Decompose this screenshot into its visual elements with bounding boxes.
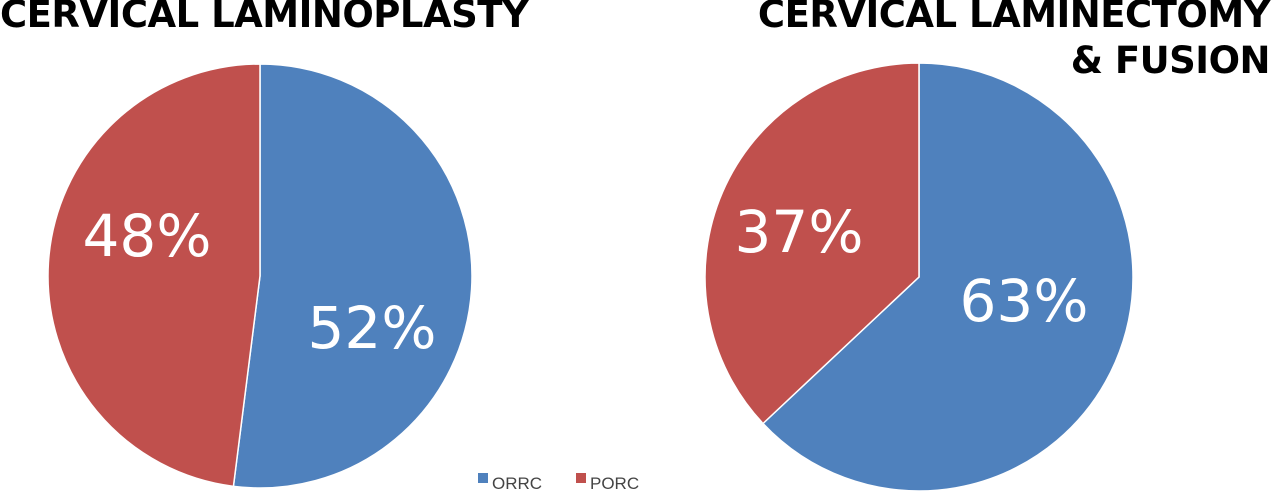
legend-label-porc: PORC [590,474,639,493]
chart-title-line-2: & FUSION [1070,39,1271,82]
legend: ORRC PORC [478,473,639,493]
data-label-porc: 37% [735,198,864,266]
data-label-orrc: 52% [308,294,437,362]
pie-slice-porc [47,63,261,488]
data-label-porc: 48% [83,202,212,270]
legend-swatch-orrc [478,473,488,483]
chart-title-line-1: CERVICAL LAMINECTOMY [757,0,1271,36]
chart-title-laminoplasty: CERVICAL LAMINOPLASTY [0,0,529,36]
data-label-orrc: 63% [960,267,1089,335]
pie-chart-laminoplasty: 52% 48% [47,63,473,489]
pie-slice-orrc [232,63,473,489]
pie-chart-laminectomy-fusion: 63% 37% [704,62,1134,492]
chart-title-laminectomy-fusion: CERVICAL LAMINECTOMY & FUSION [757,0,1271,84]
pie-slice-porc [704,62,920,425]
pie-slice-orrc [761,62,1134,492]
legend-swatch-porc [576,473,586,483]
legend-label-orrc: ORRC [492,474,542,493]
